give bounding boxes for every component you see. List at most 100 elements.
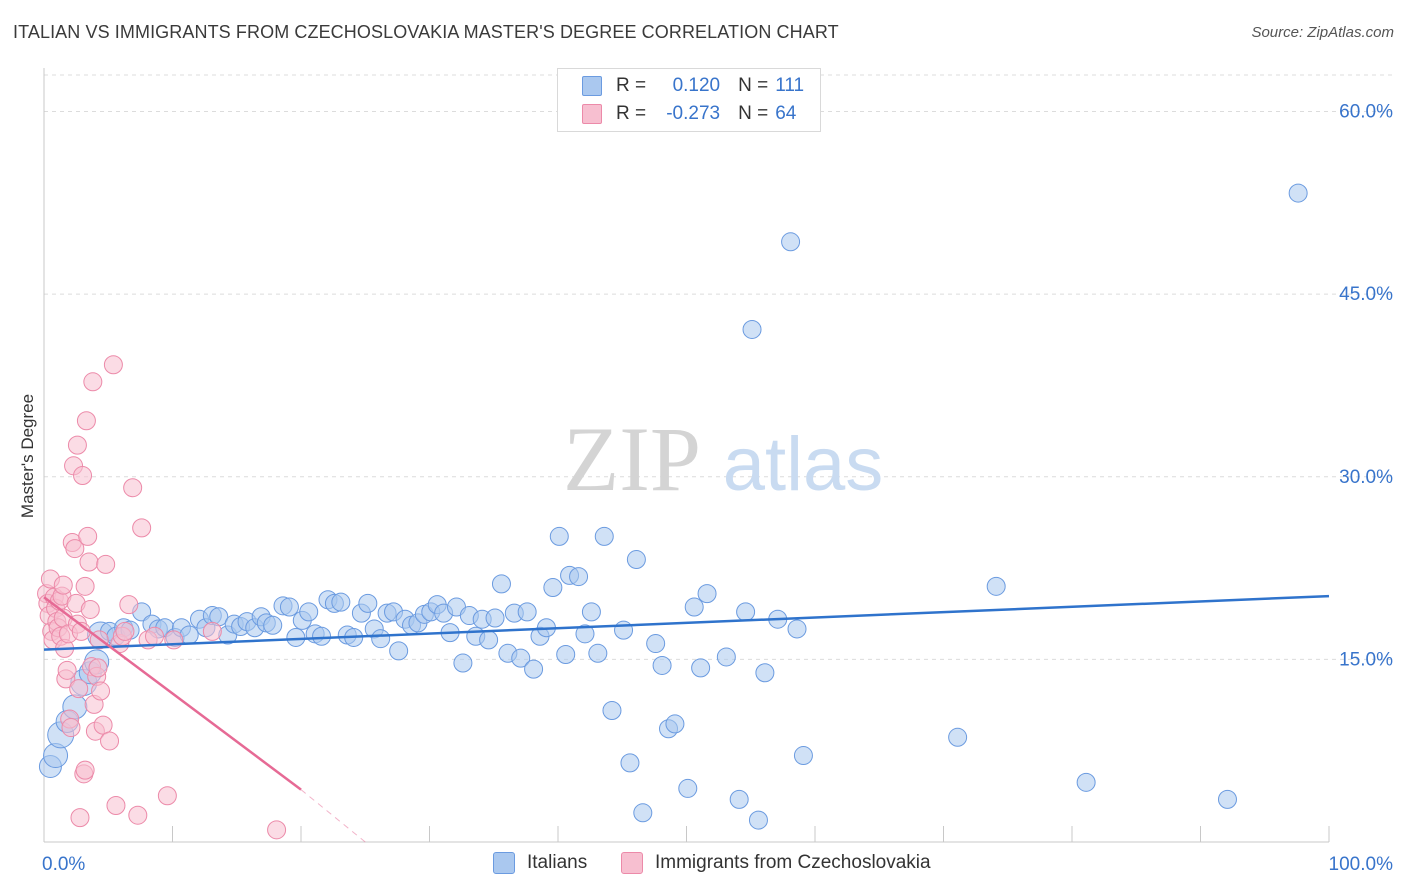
italians-point-92 xyxy=(678,778,698,798)
czech-trend-line xyxy=(43,596,302,791)
czech-trend-extension xyxy=(300,789,366,843)
italians-point-110 xyxy=(1288,183,1308,203)
italians-point-93 xyxy=(684,597,704,617)
czech-point-63 xyxy=(75,576,95,596)
czech-point-40 xyxy=(88,658,108,678)
italians-point-33 xyxy=(279,597,299,617)
y-tick-labels: 15.0% 30.0% 45.0% 60.0% xyxy=(1339,102,1393,671)
gridlines xyxy=(44,74,1392,660)
italians-point-87 xyxy=(633,803,653,823)
bottom-legend-label-italians: Italians xyxy=(527,852,588,873)
italians-point-76 xyxy=(556,645,576,665)
legend-r-label: R = xyxy=(616,103,647,124)
italians-point-79 xyxy=(575,624,595,644)
legend-r-value-italians: 0.120 xyxy=(672,75,721,96)
czech-points xyxy=(37,355,287,840)
italians-point-81 xyxy=(588,643,608,663)
italians-point-98 xyxy=(736,602,756,622)
italians-point-84 xyxy=(614,620,634,640)
czech-point-43 xyxy=(93,715,113,735)
legend-row-italians: R = 0.120 N = 111 xyxy=(582,73,804,99)
czech-point-52 xyxy=(123,478,143,498)
italians-point-103 xyxy=(781,232,801,252)
czech-point-57 xyxy=(157,786,177,806)
italians-point-107 xyxy=(986,576,1006,596)
czech-point-47 xyxy=(106,795,126,815)
italians-point-64 xyxy=(479,630,499,650)
italians-point-99 xyxy=(742,319,762,339)
italians-point-41 xyxy=(331,592,351,612)
italians-point-94 xyxy=(691,658,711,678)
legend-row-czech: R = -0.273 N = 64 xyxy=(582,101,796,127)
czech-point-30 xyxy=(75,760,95,780)
legend-n-label: N = xyxy=(738,103,769,124)
czech-point-25 xyxy=(69,679,89,699)
czech-point-26 xyxy=(70,808,90,828)
italians-point-69 xyxy=(511,648,531,668)
bottom-legend-czech: Immigrants from Czechoslovakia xyxy=(621,852,931,874)
czech-point-36 xyxy=(83,372,103,392)
y-axis-label: Master's Degree xyxy=(18,394,37,518)
italians-point-47 xyxy=(371,629,391,649)
italians-point-96 xyxy=(716,647,736,667)
italians-point-82 xyxy=(594,526,614,546)
y-tick-label-60: 60.0% xyxy=(1339,102,1393,123)
italians-point-36 xyxy=(299,602,319,622)
legend-swatch-pink xyxy=(582,104,602,124)
italians-point-101 xyxy=(755,663,775,683)
italians-point-74 xyxy=(543,578,563,598)
czech-point-60 xyxy=(267,820,287,840)
trend-lines xyxy=(43,594,1330,843)
czech-point-32 xyxy=(78,526,98,546)
czech-point-45 xyxy=(100,731,120,751)
italians-point-45 xyxy=(358,593,378,613)
czech-point-61 xyxy=(67,435,87,455)
czech-point-58 xyxy=(164,630,184,650)
italians-point-109 xyxy=(1217,789,1237,809)
legend-swatch-blue xyxy=(582,76,602,96)
italians-point-105 xyxy=(793,746,813,766)
legend-r-label: R = xyxy=(616,75,647,96)
italians-point-88 xyxy=(646,634,666,654)
czech-point-54 xyxy=(132,518,152,538)
x-tick-label-min: 0.0% xyxy=(42,854,85,875)
legend-n-label: N = xyxy=(738,75,769,96)
czech-point-16 xyxy=(57,660,77,680)
italians-point-83 xyxy=(602,701,622,721)
legend-r-value-czech: -0.273 xyxy=(666,103,721,124)
italians-point-108 xyxy=(1076,772,1096,792)
bottom-legend-italians: Italians xyxy=(493,852,587,874)
italians-point-85 xyxy=(620,753,640,773)
czech-point-44 xyxy=(96,554,116,574)
czech-point-42 xyxy=(91,681,111,701)
italians-point-66 xyxy=(491,574,511,594)
italians-point-91 xyxy=(665,714,685,734)
y-tick-label-15: 15.0% xyxy=(1339,649,1393,670)
bottom-legend-label-czech: Immigrants from Czechoslovakia xyxy=(655,852,931,873)
italians-points xyxy=(38,183,1308,830)
czech-point-46 xyxy=(103,355,123,375)
italians-point-97 xyxy=(729,789,749,809)
italians-point-70 xyxy=(517,602,537,622)
italians-point-106 xyxy=(948,727,968,747)
czech-point-62 xyxy=(53,575,73,595)
italians-point-60 xyxy=(453,653,473,673)
italians-point-104 xyxy=(787,619,807,639)
italians-point-38 xyxy=(312,626,332,646)
czech-point-56 xyxy=(145,626,165,646)
italians-point-75 xyxy=(549,526,569,546)
chart-source: Source: ZipAtlas.com xyxy=(1251,24,1394,41)
chart-title: ITALIAN VS IMMIGRANTS FROM CZECHOSLOVAKI… xyxy=(13,22,839,42)
italians-trend-line xyxy=(43,594,1330,651)
italians-point-78 xyxy=(569,567,589,587)
czech-point-53 xyxy=(128,805,148,825)
czech-point-31 xyxy=(76,411,96,431)
italians-point-34 xyxy=(286,627,306,647)
czech-point-19 xyxy=(61,718,81,738)
bottom-legend-swatch-pink xyxy=(621,852,643,874)
watermark-atlas: atlas xyxy=(723,422,884,507)
italians-point-50 xyxy=(389,641,409,661)
legend-n-value-italians: 111 xyxy=(775,75,805,96)
italians-point-80 xyxy=(581,602,601,622)
